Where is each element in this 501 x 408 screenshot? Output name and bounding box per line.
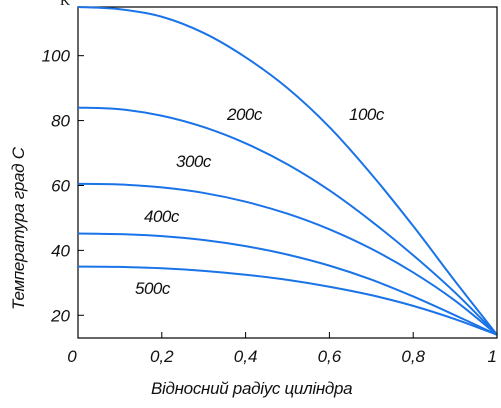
y-tick-label: 100 bbox=[42, 47, 71, 66]
corner-text: K bbox=[60, 0, 70, 9]
x-tick-label: 0 bbox=[67, 347, 77, 366]
series-line-5 bbox=[77, 265, 498, 336]
series-line-1 bbox=[77, 6, 498, 336]
curve-label-300s: 300с bbox=[176, 152, 212, 171]
curve-labels: 200с 100с 300с 400с 500с bbox=[135, 105, 385, 298]
x-tick-label: 0,6 bbox=[318, 347, 342, 366]
x-tick-label: 0,8 bbox=[401, 347, 425, 366]
series-curves bbox=[77, 6, 498, 336]
x-axis-ticks: 0 0,2 0,4 0,6 0,8 1 bbox=[67, 332, 498, 366]
curve-label-200s: 200с bbox=[226, 105, 263, 124]
plot-frame bbox=[77, 6, 498, 339]
x-tick-label: 0,4 bbox=[234, 347, 258, 366]
plot-border bbox=[77, 6, 498, 339]
curve-label-400s: 400с bbox=[144, 207, 180, 226]
y-axis-title: Температура град С bbox=[9, 146, 28, 310]
series-line-4 bbox=[77, 232, 498, 336]
y-tick-label: 20 bbox=[50, 306, 70, 325]
y-axis-ticks: 20 40 60 80 100 bbox=[42, 47, 84, 325]
series-line-2 bbox=[77, 106, 498, 336]
y-tick-label: 40 bbox=[51, 241, 70, 260]
y-tick-label: 60 bbox=[51, 176, 70, 195]
series-line-3 bbox=[77, 182, 498, 336]
x-tick-label: 1 bbox=[488, 347, 497, 366]
y-tick-label: 80 bbox=[51, 112, 70, 131]
curve-label-100s: 100с bbox=[349, 105, 385, 124]
x-axis-title: Відносний радіус циліндра bbox=[151, 379, 352, 398]
x-tick-label: 0,2 bbox=[150, 347, 174, 366]
curve-label-500s: 500с bbox=[135, 279, 171, 298]
